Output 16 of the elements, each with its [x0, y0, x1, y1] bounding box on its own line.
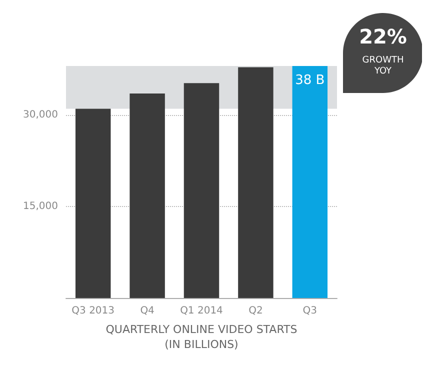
bar [238, 67, 274, 298]
x-tick-label: Q3 [302, 306, 318, 316]
x-tick-label: Q3 2013 [72, 306, 115, 316]
x-tick-label: Q2 [248, 306, 263, 316]
bar [292, 66, 328, 298]
bar [75, 108, 111, 298]
bar [130, 93, 165, 298]
annotation: 38 B [295, 73, 325, 88]
y-tick-label: 15,000 [23, 200, 58, 212]
bar [184, 83, 220, 298]
text: 22% [359, 24, 407, 48]
x-tick-label: Q4 [140, 306, 154, 316]
x-axis-title: QUARTERLY ONLINE VIDEO STARTS (IN BILLIONS) [106, 323, 298, 351]
x-tick-label: Q1 2014 [180, 306, 223, 316]
text: GROWTH YOY [362, 56, 404, 76]
y-tick-label: 30,000 [23, 109, 58, 120]
